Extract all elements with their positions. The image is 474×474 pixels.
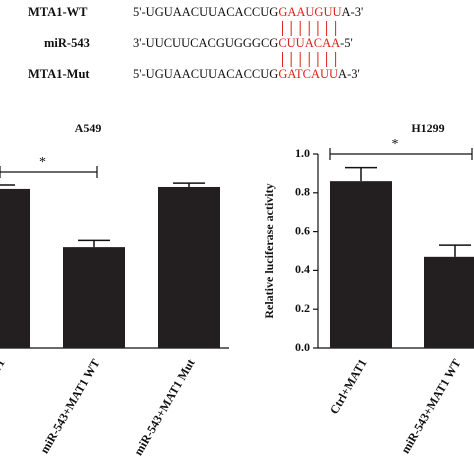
significance-bracket — [329, 148, 473, 160]
bar — [330, 181, 392, 348]
x-tick-label: miR-543+MAT1 WT — [37, 357, 102, 456]
error-bar — [0, 184, 15, 186]
sequence-part: 3'-UUCUUCACGUGGGCG — [133, 36, 278, 50]
bar — [63, 247, 125, 348]
sequence-label: MTA1-Mut — [28, 67, 90, 81]
sequence-part: GATCAUU — [278, 67, 338, 81]
bar — [158, 186, 220, 348]
significance-mark: * — [39, 155, 46, 170]
y-axis-label: Relative luciferase activity — [262, 183, 276, 318]
sequence-part: A-3' — [338, 67, 360, 81]
chart-title: A549 — [75, 121, 102, 135]
bar — [424, 256, 474, 348]
error-bar — [78, 239, 110, 248]
x-tick-label: miR-543+MAT1 Mut — [131, 357, 198, 458]
y-tick-label: 0.2 — [295, 301, 310, 315]
error-bar — [439, 244, 471, 257]
sequence-part: CUUACAA — [278, 36, 340, 50]
x-tick-label: Ctrl+MAT1 — [327, 357, 370, 417]
sequence: 5'-UGUAACUUACACCUGGATCAUUA-3' — [133, 67, 360, 81]
x-tick-label: Ctrl+MAT1 — [0, 357, 8, 417]
bar — [0, 188, 30, 348]
sequence-part: 5'-UGUAACUUACACCUG — [133, 67, 278, 81]
y-tick-label: 0.6 — [295, 223, 310, 237]
charts: A549 Ctrl+MAT1 miR-543+MAT1 WT miR-543+MAT1… — [0, 121, 474, 458]
sequence-part: -5' — [340, 36, 353, 50]
significance-mark: * — [392, 137, 399, 152]
sequence-part: A-3' — [342, 5, 364, 19]
sequence-alignment: MTA1-WT 5'-UGUAACUUACACCUGGAAUGUUA-3'miR-… — [28, 5, 363, 81]
error-bar — [173, 182, 205, 187]
chart-title: H1299 — [411, 121, 444, 135]
sequence: 3'-UUCUUCACGUGGGCGCUUACAA-5' — [133, 36, 353, 50]
y-tick-label: 0.0 — [295, 340, 310, 354]
sequence: 5'-UGUAACUUACACCUGGAAUGUUA-3' — [133, 5, 363, 19]
y-tick-label: 1.0 — [295, 146, 310, 160]
y-tick-label: 0.8 — [295, 185, 310, 199]
sequence-part: 5'-UGUAACUUACACCUG — [133, 5, 278, 19]
x-tick-label: miR-543+MAT1 WT — [398, 357, 463, 456]
sequence-label: MTA1-WT — [28, 5, 88, 19]
y-tick-label: 0.4 — [295, 262, 310, 276]
sequence-part: GAAUGUU — [278, 5, 341, 19]
sequence-label: miR-543 — [44, 36, 90, 50]
error-bar — [345, 166, 377, 182]
significance-bracket — [0, 166, 98, 178]
